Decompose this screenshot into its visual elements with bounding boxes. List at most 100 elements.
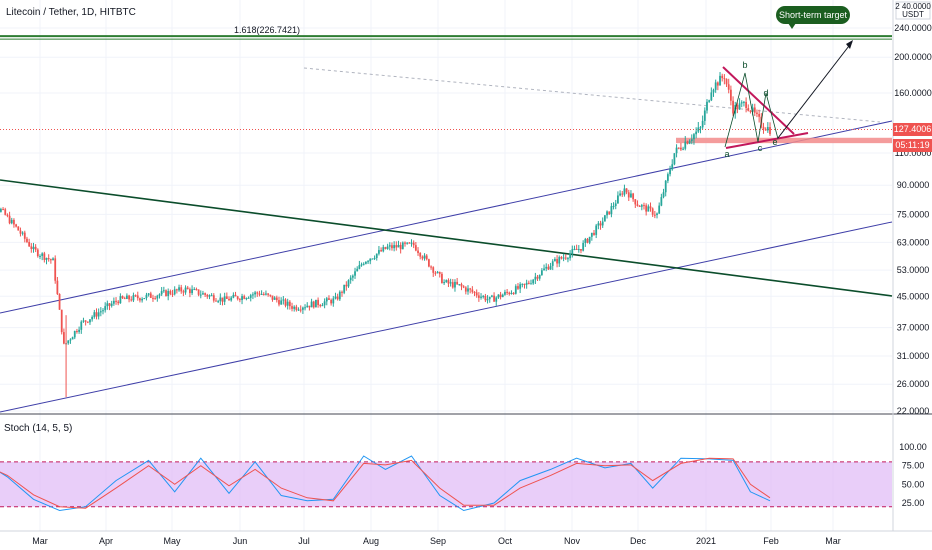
candle-body	[132, 295, 135, 301]
candle-body	[297, 309, 300, 311]
stoch-tick-label: 100.00	[899, 442, 927, 452]
candle-body	[301, 307, 304, 310]
candle-body	[310, 301, 313, 308]
candle-body	[443, 282, 446, 284]
unit-line-1: 2 40.0000	[895, 2, 931, 11]
candle-body	[336, 296, 339, 300]
candle-body	[299, 309, 302, 311]
candle-body	[701, 120, 704, 128]
stoch-band-fill	[0, 461, 892, 507]
candle-body	[688, 141, 691, 144]
candle-body	[401, 242, 404, 250]
candle-body	[189, 289, 191, 294]
candle-body	[332, 298, 335, 304]
candle-body	[128, 295, 130, 300]
candle-body	[112, 300, 115, 304]
candle-body	[545, 266, 548, 269]
candle-body	[275, 297, 278, 301]
wave-label-a: a	[724, 149, 729, 159]
candle-body	[282, 299, 285, 301]
candle-body	[582, 242, 585, 251]
candle-body	[454, 281, 456, 288]
candle-body	[126, 295, 128, 299]
candle-body	[577, 249, 580, 251]
countdown-badge: 05:11:19	[893, 139, 932, 152]
candle-body	[693, 134, 695, 140]
candle-body	[588, 236, 591, 243]
candle-body	[186, 287, 189, 290]
candle-body	[601, 221, 604, 226]
candle-body	[341, 291, 343, 293]
candle-body	[536, 276, 539, 279]
unit-box	[895, 1, 931, 20]
stoch-line-d	[0, 457, 771, 509]
candle-body	[202, 293, 204, 295]
candle-body	[753, 107, 756, 113]
target-arrow-line	[777, 41, 853, 139]
candle-body	[475, 292, 478, 296]
candle-body	[360, 264, 363, 266]
channel-lower-line	[0, 221, 893, 413]
candles-group	[0, 72, 771, 345]
candle-body	[56, 280, 59, 295]
candle-body	[173, 289, 176, 295]
candle-body	[212, 295, 215, 301]
candle-body	[769, 127, 771, 135]
candle-body	[745, 101, 747, 109]
candle-body	[617, 195, 619, 204]
candle-body	[97, 312, 100, 317]
candle-body	[573, 248, 576, 250]
candle-body	[49, 259, 52, 261]
candle-body	[441, 273, 443, 284]
candle-body	[273, 297, 276, 300]
candle-body	[139, 298, 141, 301]
candle-body	[451, 282, 454, 288]
time-tick-label: May	[163, 536, 181, 546]
candle-body	[716, 82, 719, 86]
candle-body	[260, 293, 263, 295]
short-term-target-badge[interactable]: Short-term target	[776, 6, 850, 24]
candle-body	[206, 294, 209, 297]
candle-body	[210, 295, 213, 297]
candle-body	[393, 245, 396, 249]
candle-body	[52, 258, 54, 261]
candle-body	[623, 188, 626, 195]
candle-body	[47, 257, 50, 260]
wave-label-b: b	[742, 60, 747, 70]
candle-body	[32, 246, 35, 249]
stoch-tick-label: 50.00	[902, 479, 925, 489]
candle-body	[165, 290, 167, 297]
candle-body	[417, 250, 419, 253]
candle-body	[430, 266, 432, 268]
candle-body	[517, 286, 519, 289]
candle-body	[499, 294, 502, 298]
stoch-tick-label: 25.00	[902, 498, 925, 508]
candle-body	[104, 306, 107, 311]
candle-body	[449, 282, 452, 284]
candle-body	[669, 169, 671, 175]
candle-body	[703, 110, 706, 121]
candle-body	[569, 253, 572, 259]
candle-body	[145, 294, 148, 299]
candle-body	[6, 214, 9, 216]
candle-body	[191, 289, 193, 294]
candle-body	[308, 305, 311, 308]
candle-body	[78, 329, 81, 332]
dashed-reference-line	[303, 67, 881, 123]
candle-body	[530, 283, 532, 285]
time-tick-label: Aug	[363, 536, 379, 546]
candle-body	[436, 271, 439, 273]
price-tick-label: 90.0000	[897, 180, 930, 190]
candle-body	[464, 287, 467, 292]
unit-line-2: USDT	[902, 10, 924, 19]
candle-body	[156, 295, 159, 299]
candle-body	[371, 258, 374, 260]
candle-body	[323, 301, 326, 306]
triangle-lower-line	[725, 132, 809, 149]
candle-body	[43, 253, 46, 260]
candle-body	[8, 215, 11, 224]
candle-body	[399, 244, 402, 250]
candle-body	[558, 257, 561, 264]
candle-body	[686, 141, 689, 144]
